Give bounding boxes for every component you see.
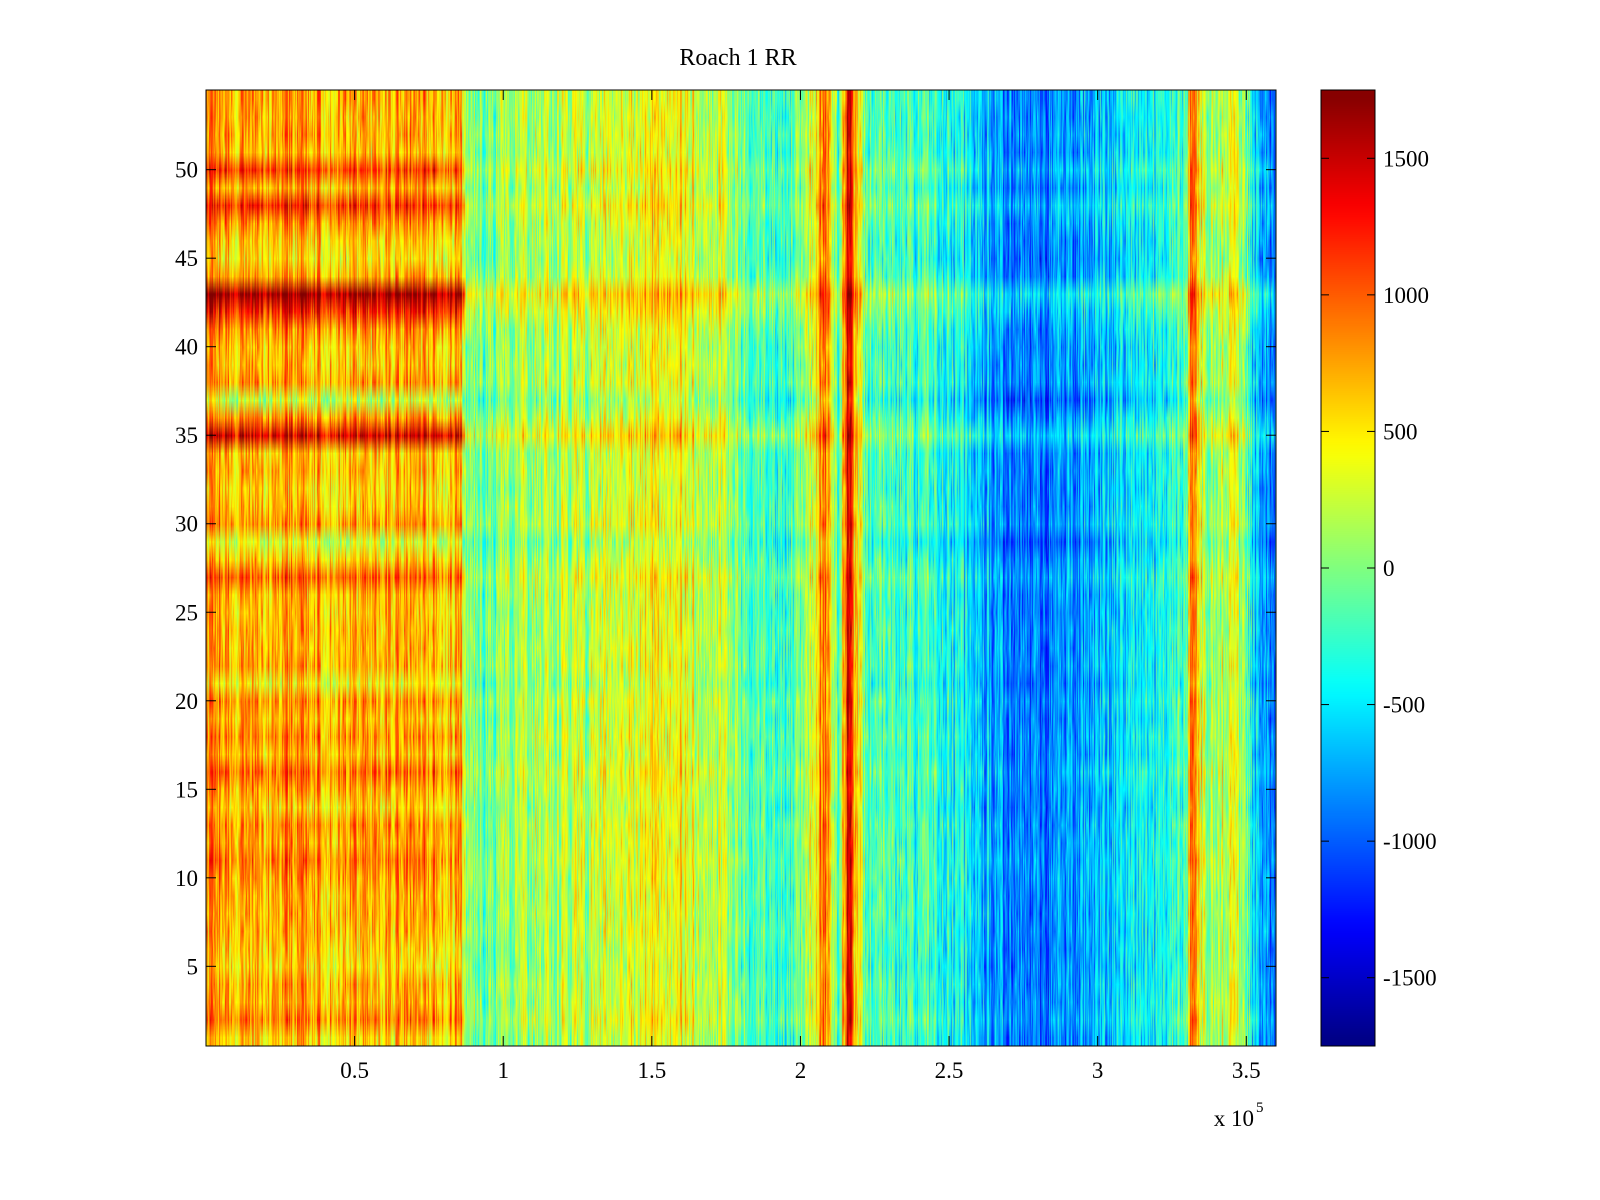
x-exponent-base: x 10 <box>1214 1106 1254 1131</box>
heatmap-image <box>206 90 1276 1046</box>
colorbar-ticks: 1500 1000 500 0 -500 -1000 -1500 <box>1321 146 1437 991</box>
chart-title: Roach 1 RR <box>679 45 796 71</box>
colorbar-tick-label: -1000 <box>1383 829 1437 854</box>
x-tick-label: 2 <box>795 1058 807 1083</box>
colorbar-tick-label: 1500 <box>1383 146 1429 171</box>
colorbar-tick-label: 0 <box>1383 556 1395 581</box>
x-axis: 0.5 1 1.5 2 2.5 3 3.5 <box>340 90 1261 1083</box>
colorbar-tick-label: 1000 <box>1383 283 1429 308</box>
x-tick-label: 3 <box>1092 1058 1104 1083</box>
heatmap-plot-area <box>205 89 1277 1047</box>
y-tick-label: 40 <box>175 335 198 360</box>
x-tick-label: 1 <box>497 1058 509 1083</box>
y-tick-label: 45 <box>175 246 198 271</box>
plot-frame <box>205 89 1277 1047</box>
y-tick-label: 50 <box>175 158 198 183</box>
x-exponent-power: 5 <box>1256 1100 1264 1116</box>
y-tick-label: 10 <box>175 866 198 891</box>
colorbar: 1500 1000 500 0 -500 -1000 -1500 <box>1320 89 1437 1047</box>
x-tick-label: 0.5 <box>340 1058 369 1083</box>
y-tick-label: 5 <box>187 954 199 979</box>
y-tick-label: 15 <box>175 777 198 802</box>
x-tick-label: 2.5 <box>935 1058 964 1083</box>
y-tick-label: 25 <box>175 600 198 625</box>
colorbar-tick-label: 500 <box>1383 419 1418 444</box>
y-tick-label: 30 <box>175 512 198 537</box>
y-tick-label: 35 <box>175 423 198 448</box>
x-tick-label: 1.5 <box>637 1058 666 1083</box>
x-tick-label: 3.5 <box>1232 1058 1261 1083</box>
y-axis: 5 10 15 20 25 30 35 40 45 50 <box>175 158 1276 979</box>
colorbar-gradient <box>1321 90 1375 1046</box>
colorbar-tick-label: -1500 <box>1383 966 1437 991</box>
colorbar-tick-label: -500 <box>1383 693 1425 718</box>
y-tick-label: 20 <box>175 689 198 714</box>
x-exponent-label: x 10 5 <box>1214 1100 1264 1131</box>
